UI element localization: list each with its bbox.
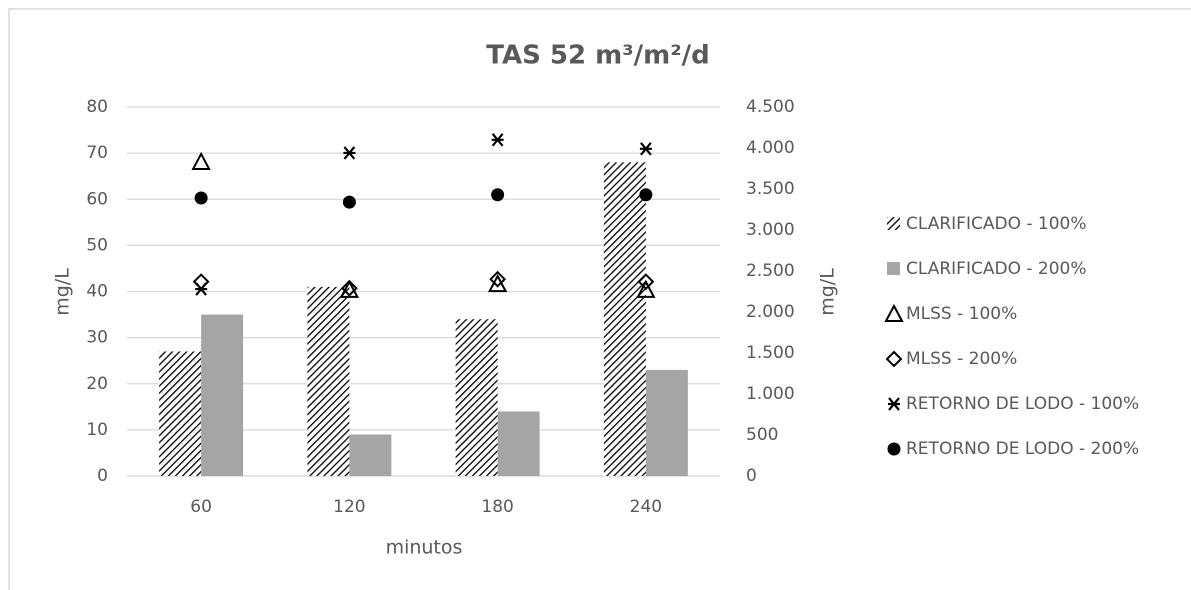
marker xyxy=(343,146,356,160)
y-tick-label: 10 xyxy=(86,420,108,440)
y2-tick-label: 2.000 xyxy=(746,302,795,322)
legend-swatch xyxy=(887,262,900,275)
legend-swatch xyxy=(888,397,900,411)
y2-tick-label: 0 xyxy=(746,466,757,486)
x-tick-label: 60 xyxy=(190,497,212,517)
bar xyxy=(159,351,202,476)
y-tick-label: 40 xyxy=(86,282,108,302)
y2-axis-label: mg/L xyxy=(817,268,839,316)
y-tick-label: 60 xyxy=(86,189,108,209)
y2-tick-label: 2.500 xyxy=(746,261,795,281)
y-tick-label: 70 xyxy=(86,143,108,163)
marker xyxy=(340,279,358,297)
marker xyxy=(191,151,211,170)
marker xyxy=(489,270,507,288)
x-tick-label: 180 xyxy=(481,497,513,517)
legend-label: MLSS - 100% xyxy=(906,304,1017,324)
marker xyxy=(637,273,655,291)
marker xyxy=(639,188,653,202)
x-tick-label: 120 xyxy=(333,497,365,517)
chart-frame xyxy=(8,8,1191,590)
y-tick-label: 30 xyxy=(86,328,108,348)
marker xyxy=(195,282,208,296)
marker xyxy=(639,142,652,156)
legend-label: MLSS - 200% xyxy=(906,349,1017,369)
legend-label: RETORNO DE LODO - 100% xyxy=(906,394,1139,414)
marker xyxy=(491,188,505,202)
y2-tick-label: 500 xyxy=(746,425,778,445)
bar xyxy=(497,411,540,476)
marker xyxy=(636,279,656,298)
y2-tick-label: 4.500 xyxy=(746,97,795,117)
y-tick-label: 0 xyxy=(97,466,108,486)
y2-tick-label: 1.500 xyxy=(746,343,795,363)
y-tick-label: 80 xyxy=(86,97,108,117)
legend-label: RETORNO DE LODO - 200% xyxy=(906,439,1139,459)
y2-tick-label: 1.000 xyxy=(746,384,795,404)
legend-swatch xyxy=(887,217,900,230)
legend-swatch xyxy=(885,350,903,368)
y2-tick-label: 3.500 xyxy=(746,179,795,199)
legend-label: CLARIFICADO - 100% xyxy=(906,214,1087,234)
x-tick-label: 240 xyxy=(630,497,662,517)
chart-title: TAS 52 m³/m²/d xyxy=(486,41,709,71)
y2-tick-label: 3.000 xyxy=(746,220,795,240)
marker xyxy=(491,133,504,147)
marker xyxy=(342,195,356,209)
bar xyxy=(603,162,646,476)
bar xyxy=(645,369,688,476)
bar xyxy=(349,434,392,476)
y2-tick-label: 4.000 xyxy=(746,138,795,158)
bar xyxy=(455,319,498,476)
legend-label: CLARIFICADO - 200% xyxy=(906,259,1087,279)
marker xyxy=(487,273,508,293)
bar xyxy=(201,314,244,476)
marker xyxy=(194,191,208,205)
legend: CLARIFICADO - 100% CLARIFICADO - 200% MLSS… xyxy=(884,214,1139,459)
legend-swatch xyxy=(884,303,904,322)
y-tick-label: 50 xyxy=(86,235,108,255)
bar xyxy=(307,286,350,476)
marker xyxy=(192,273,210,291)
legend-swatch xyxy=(887,442,901,456)
marker xyxy=(339,279,360,298)
x-axis-label: minutos xyxy=(386,537,463,559)
y-axis-label: mg/L xyxy=(52,268,74,316)
y-tick-label: 20 xyxy=(86,374,108,394)
